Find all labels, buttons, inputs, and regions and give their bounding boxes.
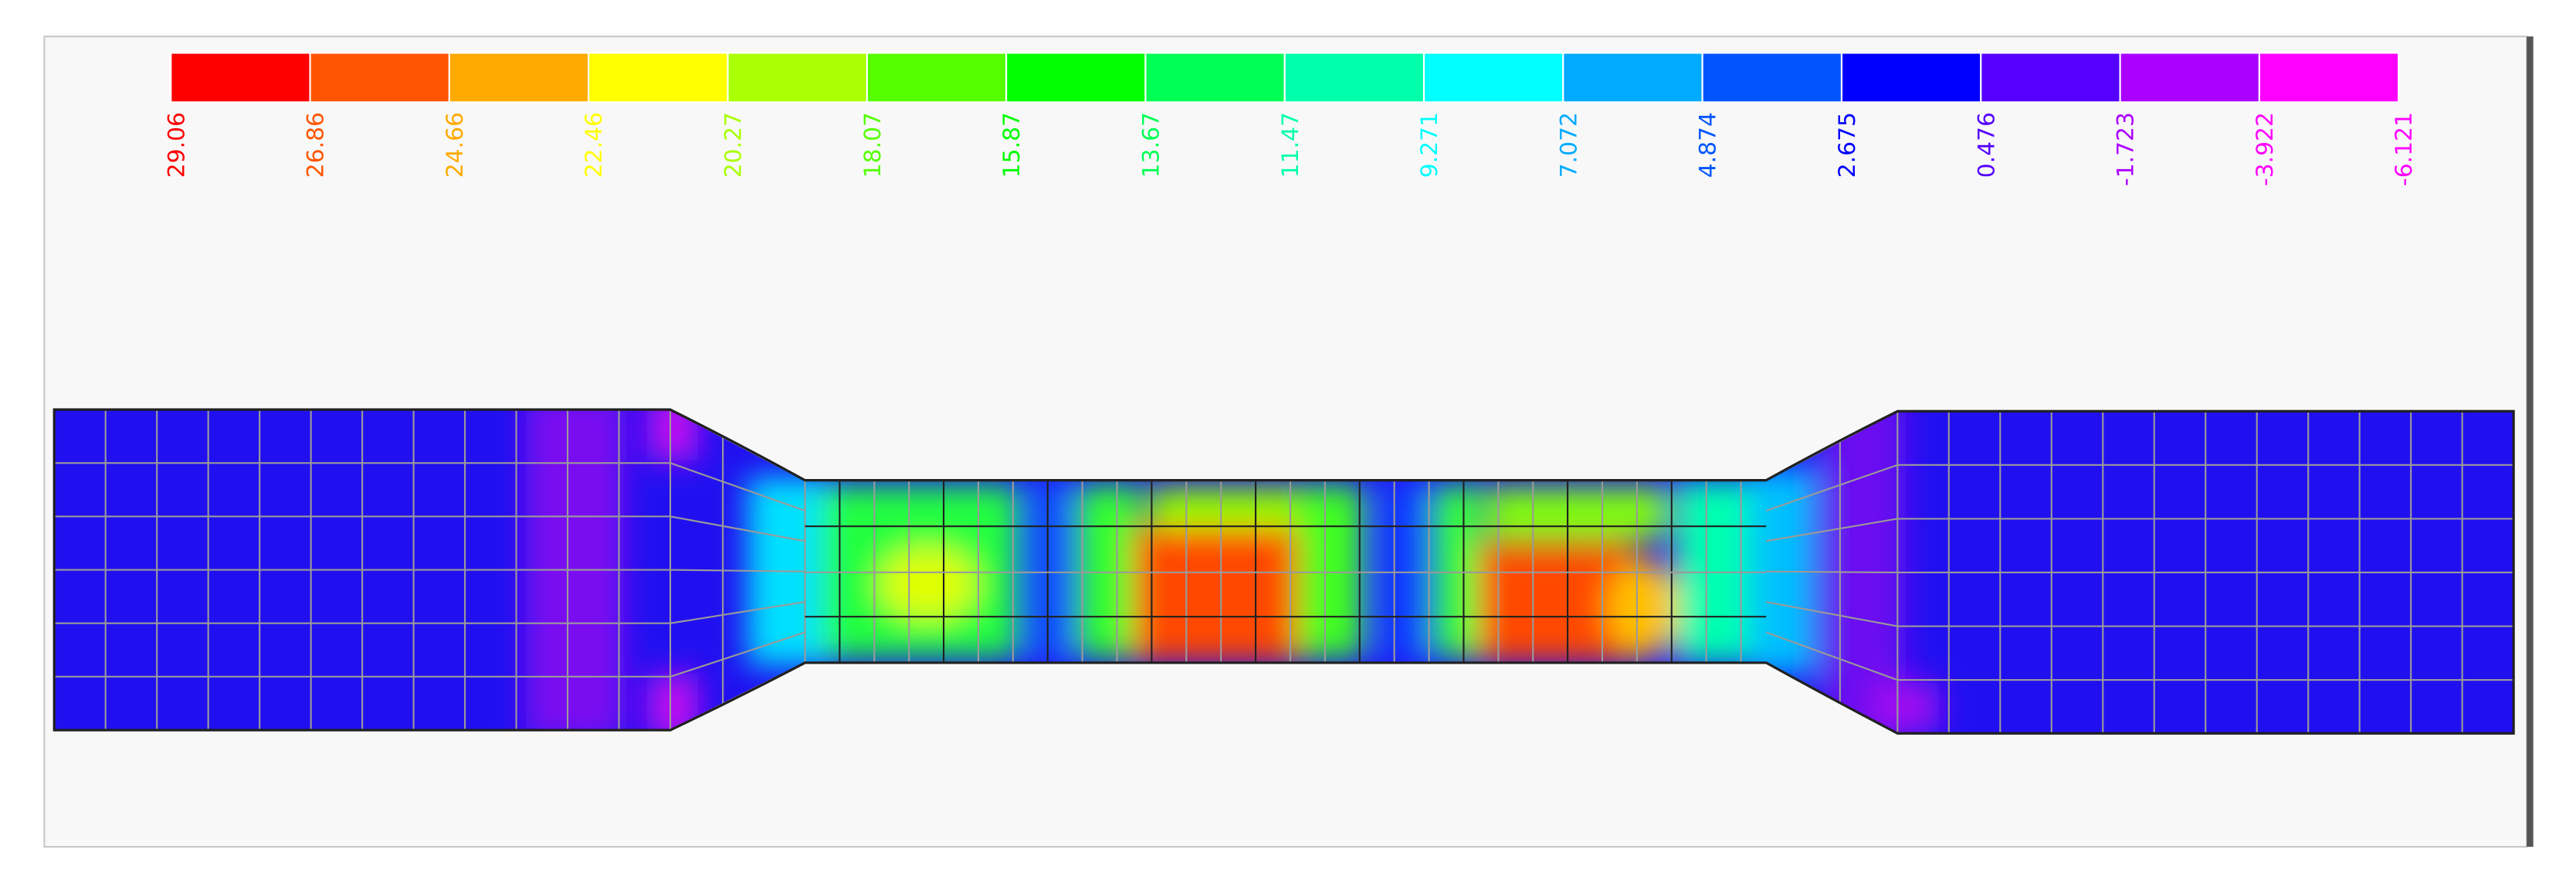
mesh-line (669, 631, 805, 678)
mesh-line (669, 515, 805, 542)
mesh-line (670, 569, 805, 573)
legend-label: 24.66 (442, 112, 469, 178)
specimen-outline (53, 408, 2515, 735)
legend-swatch (1840, 52, 1982, 104)
legend-label: -3.922 (2252, 112, 2279, 186)
legend-label: 22.46 (581, 112, 608, 178)
legend-swatch (866, 52, 1008, 104)
legend-label: 15.87 (998, 112, 1025, 178)
legend-swatch (309, 52, 450, 104)
mesh-line (1765, 601, 1898, 627)
legend-swatch (727, 52, 868, 104)
legend-swatch (2119, 52, 2260, 104)
legend-swatch (170, 52, 311, 104)
legend-swatch (1980, 52, 2121, 104)
legend-swatch (1005, 52, 1147, 104)
legend-label: 29.06 (163, 112, 190, 178)
legend-label: 11.47 (1277, 112, 1304, 178)
legend-swatch (1283, 52, 1425, 104)
legend-label: -1.723 (2113, 112, 2140, 186)
legend-label: 18.07 (859, 112, 886, 178)
legend-label: 0.476 (1973, 112, 2000, 178)
legend-swatch (1422, 52, 1564, 104)
mesh-line (1765, 631, 1898, 681)
legend-swatch (1144, 52, 1286, 104)
panel-edge (2527, 36, 2534, 848)
mesh-line (1766, 570, 1898, 574)
legend-swatch (2258, 52, 2400, 104)
legend-label: -6.121 (2391, 112, 2418, 186)
mesh-line (1765, 464, 1898, 511)
contour-field (525, 409, 1939, 734)
legend-label: 9.271 (1416, 112, 1443, 178)
mesh (54, 409, 2514, 734)
legend-label: 7.072 (1555, 112, 1582, 178)
mesh-line (669, 601, 805, 624)
legend-label: 26.86 (303, 112, 330, 178)
legend-swatch (588, 52, 729, 104)
mesh-line (1765, 518, 1898, 542)
mesh-line (669, 462, 805, 511)
legend-label: 2.675 (1834, 112, 1861, 178)
legend-swatch (1562, 52, 1703, 104)
color-legend: 29.06 26.86 24.66 22.46 20.27 18.07 15.87 13.67… (163, 52, 2418, 186)
legend-label: 4.874 (1695, 112, 1722, 178)
legend-label: 13.67 (1137, 112, 1164, 178)
legend-swatch (448, 52, 590, 104)
legend-label: 20.27 (720, 112, 747, 178)
legend-swatch (1701, 52, 1843, 104)
